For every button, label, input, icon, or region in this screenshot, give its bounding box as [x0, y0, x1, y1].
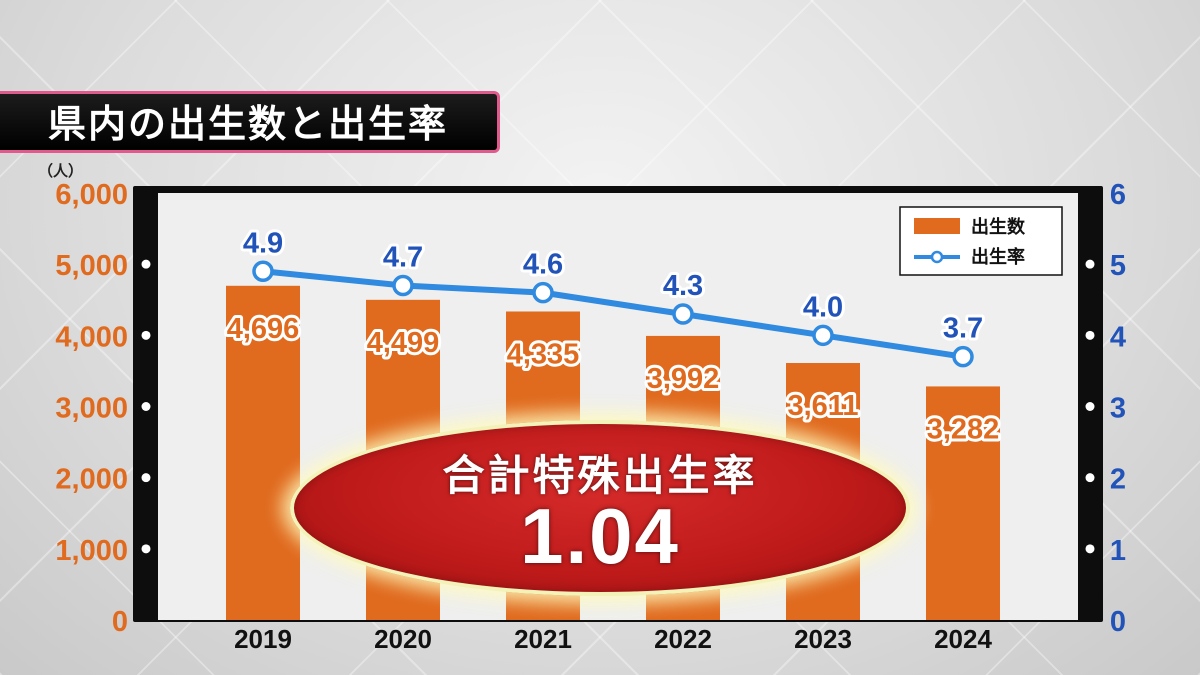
right-axis-tick-label: 1	[1110, 535, 1126, 567]
title-banner: 県内の出生数と出生率	[0, 91, 500, 153]
right-axis-tick-label: 6	[1110, 179, 1126, 211]
x-axis-tick-label: 2020	[374, 624, 432, 654]
birth-rate-point	[252, 260, 274, 283]
left-axis-unit: （人）	[38, 162, 83, 180]
x-axis-tick-label: 2022	[654, 624, 712, 654]
birth-rate-point	[392, 274, 414, 297]
legend-label-birth-rate: 出生率	[971, 246, 1025, 268]
left-axis-tick-label: 0	[112, 606, 128, 638]
birth-rate-label: 3.7	[943, 313, 983, 345]
left-axis-tick-label: 2,000	[55, 464, 128, 496]
legend-line-marker	[930, 250, 944, 264]
bar-value-label: 3,282	[927, 413, 1000, 445]
birth-rate-point	[672, 303, 694, 325]
right-axis-tick-label: 2	[1110, 464, 1126, 496]
birth-rate-label: 4.7	[383, 242, 423, 274]
right-axis-tick-dot	[1085, 402, 1095, 411]
bar-birth-count	[226, 285, 300, 620]
legend-label-birth-count: 出生数	[971, 216, 1026, 238]
left-axis-tick-label: 4,000	[55, 321, 128, 353]
x-axis-tick-label: 2023	[794, 624, 852, 654]
bar-value-label: 4,696	[227, 313, 300, 345]
callout-label: 合計特殊出生率	[442, 451, 758, 500]
left-axis-tick-label: 5,000	[55, 250, 128, 282]
bar-birth-count	[926, 386, 1000, 620]
left-axis-tick-dot	[141, 330, 151, 340]
birth-rate-point	[812, 324, 834, 347]
x-axis-tick-label: 2021	[514, 624, 572, 654]
bar-value-label: 4,499	[367, 327, 440, 359]
chart-title: 県内の出生数と出生率	[48, 102, 449, 146]
x-axis-tick-label: 2019	[234, 624, 292, 654]
x-axis-tick-label: 2024	[934, 624, 992, 654]
bar-value-label: 4,335	[507, 338, 580, 370]
right-axis-tick-label: 5	[1110, 250, 1126, 282]
right-axis-tick-label: 0	[1110, 606, 1126, 638]
birth-rate-label: 4.0	[803, 291, 843, 323]
birth-rate-label: 4.3	[663, 270, 703, 302]
left-axis-tick-dot	[141, 402, 151, 411]
left-axis-tick-label: 6,000	[55, 179, 128, 211]
right-axis-tick-dot	[1085, 544, 1095, 554]
birth-rate-label: 4.6	[523, 249, 563, 281]
birth-rate-point	[532, 281, 554, 304]
legend-bar-swatch	[914, 218, 960, 234]
left-axis-tick-label: 1,000	[55, 535, 128, 567]
bar-value-label: 3,992	[647, 363, 720, 395]
right-axis-tick-dot	[1085, 473, 1095, 483]
left-axis-tick-dot	[141, 259, 151, 269]
callout-value: 1.04	[520, 492, 680, 580]
right-axis-tick-dot	[1085, 259, 1095, 269]
birth-rate-label: 4.9	[243, 227, 283, 259]
birth-rate-point	[952, 345, 974, 368]
right-axis-tick-dot	[1085, 330, 1095, 340]
bar-value-label: 3,611	[788, 390, 859, 422]
right-axis-tick-label: 3	[1110, 393, 1126, 425]
birth-rate-line	[262, 268, 964, 360]
left-axis-tick-dot	[141, 544, 151, 554]
left-axis-tick-dot	[141, 473, 151, 483]
right-axis-tick-label: 4	[1110, 321, 1126, 353]
fertility-rate-callout: 合計特殊出生率 1.04	[290, 420, 910, 596]
left-axis-tick-label: 3,000	[55, 393, 128, 425]
